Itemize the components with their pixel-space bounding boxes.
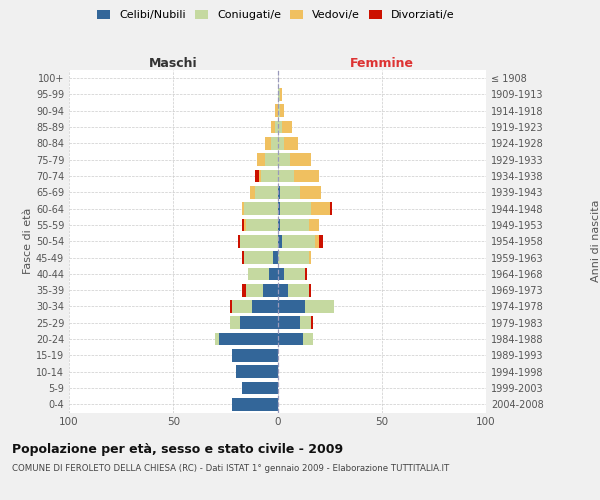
Bar xyxy=(305,300,334,313)
Bar xyxy=(309,251,311,264)
Bar xyxy=(277,104,280,117)
Bar xyxy=(240,316,277,329)
Bar xyxy=(280,88,281,101)
Bar xyxy=(277,268,284,280)
Bar xyxy=(242,382,277,394)
Bar xyxy=(277,120,281,134)
Bar xyxy=(254,170,259,182)
Bar xyxy=(277,251,309,264)
Bar xyxy=(254,186,277,198)
Bar xyxy=(277,235,281,248)
Bar xyxy=(253,300,277,313)
Text: Femmine: Femmine xyxy=(350,57,414,70)
Bar xyxy=(238,235,240,248)
Bar xyxy=(277,284,288,296)
Bar xyxy=(271,137,277,150)
Bar xyxy=(280,104,284,117)
Bar xyxy=(301,316,311,329)
Bar xyxy=(277,186,280,198)
Bar xyxy=(230,300,232,313)
Bar xyxy=(240,235,277,248)
Bar xyxy=(277,300,305,313)
Bar xyxy=(290,154,311,166)
Bar xyxy=(277,316,301,329)
Y-axis label: Anni di nascita: Anni di nascita xyxy=(592,200,600,282)
Bar xyxy=(246,284,263,296)
Bar xyxy=(261,170,277,182)
Bar xyxy=(275,104,277,117)
Bar xyxy=(230,316,240,329)
Bar xyxy=(309,284,311,296)
Bar xyxy=(280,218,309,232)
Text: COMUNE DI FEROLETO DELLA CHIESA (RC) - Dati ISTAT 1° gennaio 2009 - Elaborazione: COMUNE DI FEROLETO DELLA CHIESA (RC) - D… xyxy=(12,464,449,473)
Bar xyxy=(242,251,244,264)
Bar xyxy=(246,218,277,232)
Bar xyxy=(215,332,219,345)
Bar xyxy=(305,268,307,280)
Bar xyxy=(232,398,277,410)
Bar xyxy=(284,137,298,150)
Bar xyxy=(269,268,277,280)
Bar xyxy=(265,154,277,166)
Bar xyxy=(275,120,277,134)
Bar xyxy=(311,202,329,215)
Bar xyxy=(242,202,244,215)
Bar xyxy=(277,170,294,182)
Bar xyxy=(294,170,319,182)
Bar xyxy=(263,284,277,296)
Bar xyxy=(244,202,277,215)
Bar xyxy=(232,300,253,313)
Legend: Celibi/Nubili, Coniugati/e, Vedovi/e, Divorziati/e: Celibi/Nubili, Coniugati/e, Vedovi/e, Di… xyxy=(93,6,459,25)
Bar xyxy=(315,235,319,248)
Text: Maschi: Maschi xyxy=(149,57,197,70)
Bar xyxy=(259,170,261,182)
Bar xyxy=(219,332,277,345)
Bar xyxy=(271,120,275,134)
Bar xyxy=(277,218,280,232)
Bar xyxy=(277,154,290,166)
Bar xyxy=(281,235,315,248)
Bar xyxy=(277,137,284,150)
Bar xyxy=(277,88,280,101)
Bar xyxy=(288,284,309,296)
Bar xyxy=(250,186,254,198)
Bar xyxy=(248,268,269,280)
Bar xyxy=(302,332,313,345)
Bar xyxy=(281,120,292,134)
Bar xyxy=(244,218,246,232)
Bar xyxy=(309,218,319,232)
Bar xyxy=(329,202,332,215)
Bar xyxy=(236,366,277,378)
Bar xyxy=(319,235,323,248)
Bar xyxy=(257,154,265,166)
Bar xyxy=(242,218,244,232)
Text: Popolazione per età, sesso e stato civile - 2009: Popolazione per età, sesso e stato civil… xyxy=(12,442,343,456)
Bar xyxy=(277,332,302,345)
Bar xyxy=(232,349,277,362)
Bar xyxy=(265,137,271,150)
Bar xyxy=(311,316,313,329)
Bar xyxy=(284,268,305,280)
Y-axis label: Fasce di età: Fasce di età xyxy=(23,208,33,274)
Bar xyxy=(274,251,277,264)
Bar xyxy=(301,186,321,198)
Bar xyxy=(242,284,246,296)
Bar xyxy=(277,202,280,215)
Bar xyxy=(280,202,311,215)
Bar xyxy=(280,186,301,198)
Bar xyxy=(244,251,274,264)
